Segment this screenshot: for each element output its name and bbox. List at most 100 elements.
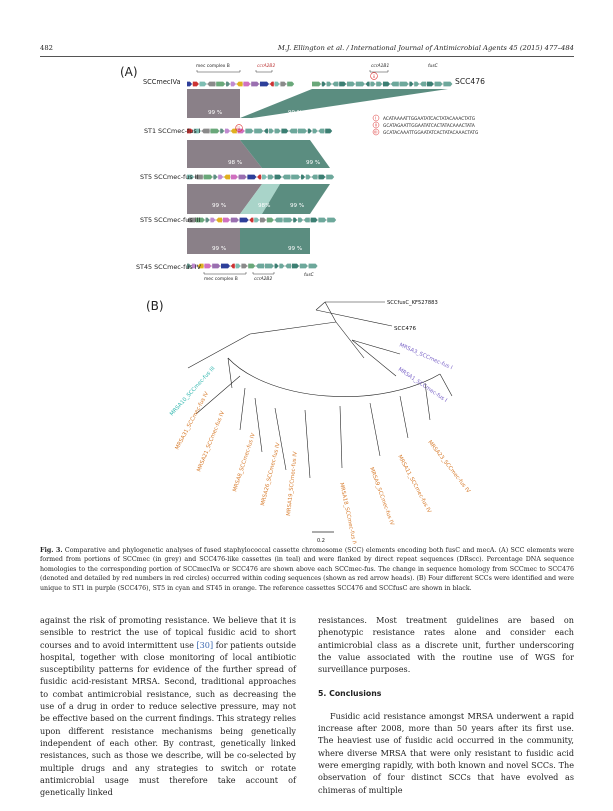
gene-arrow [251, 81, 260, 87]
section-heading: 5. Conclusions [318, 689, 382, 699]
ccr-bracket-bottom [252, 272, 275, 275]
gene-arrow [201, 128, 210, 134]
svg-text:GCATACAAATTGGAATATCACTATACAAAC: GCATACAAATTGGAATATCACTATACAAACTATG [383, 130, 478, 136]
gene-arrow [248, 263, 256, 269]
gene-arrow [257, 174, 262, 180]
gene-arrow [307, 128, 312, 134]
gene-arrow [221, 263, 230, 269]
gene-arrow [318, 128, 325, 134]
gene-arrow [311, 174, 318, 180]
svg-text:ii: ii [375, 123, 377, 128]
fusc-bottom-label: fusC [304, 272, 315, 278]
gene-arrow [235, 263, 241, 269]
pct-row4-left: 99 % [212, 246, 226, 252]
gene-arrow [365, 81, 370, 87]
gene-arrow [279, 263, 285, 269]
leaf-orange-7: MRSA11_SCCmec-fus IV [396, 454, 432, 514]
gene-arrow [193, 128, 201, 134]
gene-arrow [226, 81, 230, 87]
pct-row1-right: 99 % [288, 110, 302, 116]
gene-arrow [187, 128, 193, 134]
gene-arrow [269, 81, 274, 87]
svg-text:i: i [375, 116, 376, 121]
left-paragraph: against the risk of promoting resistance… [40, 615, 296, 798]
gene-arrow [355, 81, 365, 87]
gene-arrow [224, 174, 230, 180]
gene-arrow [268, 128, 274, 134]
scale-label: 0.2 [317, 538, 325, 544]
gene-arrow [280, 81, 287, 87]
gene-arrow [220, 128, 225, 134]
leaf-mrsa3: MRSA3_SCCmec-fus I [398, 342, 453, 371]
homology-band-teal-1 [240, 89, 448, 118]
row-label-st45: ST45 SCCmec-fus IV [136, 263, 202, 271]
pct-row3-right: 99 % [290, 203, 304, 209]
homology-band-teal-2 [240, 140, 330, 168]
pct-row2-left: 98 % [228, 160, 242, 166]
ccr1-bracket [369, 70, 389, 73]
gene-arrow [204, 263, 212, 269]
homology-band-grey-2 [187, 140, 262, 168]
gene-arrow [216, 81, 226, 87]
gene-arrow [225, 128, 230, 134]
svg-text:iii: iii [374, 130, 377, 135]
ccr-bracket [255, 70, 273, 73]
gene-arrow [390, 81, 399, 87]
gene-arrow [426, 81, 434, 87]
gene-arrow [370, 81, 376, 87]
svg-text:ACATAAAATTGGAATATCACTATACAAACT: ACATAAAATTGGAATATCACTATACAAACTATG [383, 116, 475, 122]
gene-arrow [254, 128, 264, 134]
gene-arrow [274, 81, 280, 87]
gene-arrow [267, 174, 274, 180]
gene-arrow [292, 263, 299, 269]
gene-arrow [187, 217, 195, 223]
gene-arrow [291, 174, 301, 180]
gene-arrow [187, 81, 192, 87]
svg-text:iii: iii [236, 126, 240, 131]
pct-row2-right: 99 % [306, 160, 320, 166]
svg-text:ii: ii [373, 74, 375, 79]
gene-arrow [283, 217, 293, 223]
gene-arrow [281, 128, 289, 134]
gene-arrow [303, 217, 310, 223]
leaf-orange-3: MRSA26_SCCmec-fus IV [260, 442, 282, 507]
tree-leaves: SCCfusC_KF527883 SCC476 MRSA3_SCCmec-fus I… [169, 300, 471, 544]
mec-complex-bottom-label: mec complex B [204, 276, 238, 282]
gene-arrow [192, 81, 199, 87]
gene-arrow [264, 128, 268, 134]
gene-arrow [321, 81, 326, 87]
gene-arrow [194, 174, 203, 180]
page-number: 482 [40, 44, 53, 52]
leaf-orange-4: MRSA19_SCCmec-fus IV [286, 451, 299, 516]
gene-arrow [195, 217, 205, 223]
figure-caption: Fig. 3. Comparative and phylogenetic ana… [40, 546, 574, 593]
dr-sequences: i ACATAAAATTGGAATATCACTATACAAACTATG ii G… [372, 114, 478, 136]
page-header: 482 M.J. Ellington et al. / Internationa… [40, 44, 574, 56]
gene-row [187, 174, 335, 180]
gene-arrow [293, 217, 298, 223]
gene-arrow [230, 263, 235, 269]
gene-arrow [223, 217, 230, 223]
gene-arrow [339, 81, 347, 87]
leaf-mrsa10: MRSA10_SCCmec-fus III [169, 365, 217, 417]
row-label-st1: ST1 SCCmec-fus I [144, 127, 201, 135]
gene-arrow [318, 174, 326, 180]
leaf-orange-8: MRSA23_SCCmec-fus IV [426, 440, 471, 495]
gene-arrow [247, 174, 257, 180]
reference-link[interactable]: [30] [196, 639, 214, 650]
homology-band-mid-3 [240, 184, 280, 214]
pct-row3-mid: 98% [258, 203, 270, 209]
gene-row [187, 128, 333, 134]
gene-arrow [210, 128, 220, 134]
gene-arrow [264, 263, 274, 269]
gene-arrow [249, 217, 254, 223]
scc476-label: SCC476 [455, 77, 485, 86]
leaf-orange-0: MRSA31_SCCmec-fus IV [174, 391, 210, 451]
gene-arrow [409, 81, 414, 87]
leaf-orange-1: MRSA21_SCCmec-fus IV [196, 410, 226, 473]
gene-arrow [274, 174, 282, 180]
gene-arrow [213, 174, 218, 180]
homology-band-grey-3 [187, 184, 262, 214]
gene-arrow [299, 263, 308, 269]
gene-arrow [230, 217, 239, 223]
